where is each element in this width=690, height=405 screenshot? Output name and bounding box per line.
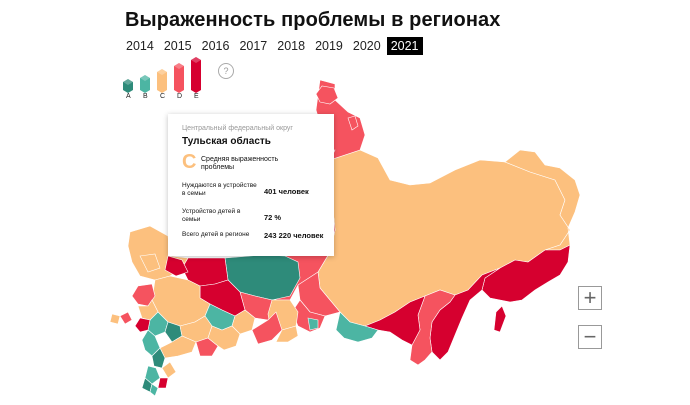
tooltip-row-value: 401 человек: [264, 187, 309, 196]
map-region[interactable]: [347, 115, 359, 131]
legend-label-e: E: [194, 93, 199, 100]
tooltip-grade-letter: C: [182, 151, 197, 173]
tooltip-row-label: Всего детей в регионе: [182, 231, 250, 238]
map-region[interactable]: [149, 383, 159, 397]
year-tab-2019[interactable]: 2019: [315, 39, 343, 53]
map-region[interactable]: [493, 305, 507, 333]
legend-bar-top: [191, 57, 201, 63]
tooltip-row-label: Устройство детей в семьи: [182, 208, 241, 223]
zoom-out-button[interactable]: −: [578, 325, 602, 349]
map-region[interactable]: [364, 295, 426, 346]
map-region[interactable]: [109, 313, 121, 325]
tooltip-region-name: Тульская область: [182, 136, 271, 147]
map-region[interactable]: [144, 365, 161, 385]
map-region[interactable]: [164, 255, 189, 277]
tooltip-row-value: 243 220 человек: [264, 231, 324, 240]
map-region[interactable]: [159, 335, 197, 359]
help-icon[interactable]: ?: [218, 63, 234, 79]
year-selector: 2014 2015 2016 2017 2018 2019 2020 2021: [122, 37, 425, 55]
year-tab-2017[interactable]: 2017: [239, 39, 268, 53]
year-tab-2016[interactable]: 2016: [201, 39, 230, 53]
legend-bar-top: [140, 75, 150, 81]
year-tab-2015[interactable]: 2015: [163, 39, 192, 53]
map-region[interactable]: [481, 244, 571, 303]
map-region[interactable]: [307, 317, 319, 331]
map-region[interactable]: [315, 85, 339, 105]
legend-bar-top: [174, 63, 184, 69]
year-tab-2018[interactable]: 2018: [277, 39, 306, 53]
page-title: Выраженность проблемы в регионах: [125, 9, 501, 31]
tooltip-row-value: 72 %: [264, 213, 282, 222]
region-tooltip: Центральный федеральный округ Тульская о…: [168, 114, 334, 256]
legend-bar-b: [140, 75, 150, 93]
legend-bar-a: [123, 79, 133, 93]
legend-bar-top: [123, 79, 133, 85]
tooltip-district: Центральный федеральный округ: [182, 125, 293, 132]
legend-label-b: B: [143, 93, 148, 100]
map-region[interactable]: [151, 347, 166, 369]
grade-legend: [121, 57, 211, 104]
legend-bar-e: [191, 57, 201, 93]
map-region[interactable]: [139, 253, 161, 273]
legend-bar-d: [174, 63, 184, 93]
zoom-in-button[interactable]: +: [578, 286, 602, 310]
map-region[interactable]: [161, 361, 177, 379]
map-region[interactable]: [119, 311, 133, 325]
legend-label-d: D: [177, 93, 183, 100]
map-region[interactable]: [335, 311, 379, 343]
year-tab-2020[interactable]: 2020: [352, 39, 381, 53]
tooltip-grade-description: Средняя выраженность проблемы: [201, 156, 279, 171]
legend-label-c: C: [160, 93, 166, 100]
year-tab-2014[interactable]: 2014: [126, 39, 154, 53]
map-region[interactable]: [195, 337, 219, 357]
legend-bar-top: [157, 69, 167, 75]
legend-bars: [123, 57, 201, 93]
map-region[interactable]: [275, 325, 299, 343]
legend-label-a: A: [126, 93, 131, 100]
year-tab-2021[interactable]: 2021: [386, 37, 423, 55]
tooltip-row-label: Нуждаются в устройстве в семьи: [182, 182, 257, 197]
legend-bar-c: [157, 69, 167, 93]
map-region[interactable]: [134, 317, 151, 333]
map-region[interactable]: [157, 377, 169, 389]
map-region[interactable]: [207, 325, 241, 351]
